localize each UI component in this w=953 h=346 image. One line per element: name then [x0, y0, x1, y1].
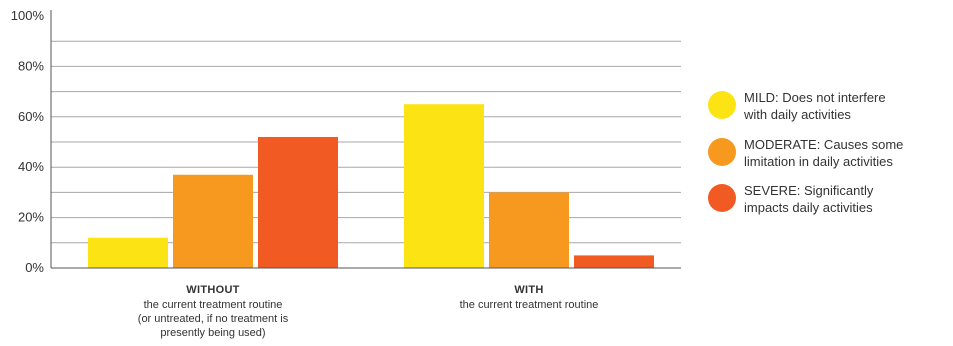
bar — [404, 104, 484, 268]
legend-swatch — [708, 184, 736, 212]
legend-swatch — [708, 91, 736, 119]
gridlines — [51, 40, 681, 244]
y-axis-ticks: 0% 20% 40% 60% 80% 100% — [11, 8, 45, 275]
legend-item: SEVERE: Significantly impacts daily activ… — [708, 182, 953, 216]
legend-item: MILD: Does not interfere with daily activ… — [708, 89, 953, 123]
legend-label: SEVERE: Significantly impacts daily activ… — [744, 183, 874, 215]
y-tick-label: 20% — [18, 210, 44, 225]
y-tick-label: 60% — [18, 109, 44, 124]
legend-swatch — [708, 138, 736, 166]
y-tick-label: 100% — [11, 8, 45, 23]
y-tick-label: 0% — [25, 260, 44, 275]
bar — [258, 136, 338, 268]
legend-label: MODERATE: Causes some limitation in daily… — [744, 137, 904, 169]
y-tick-label: 80% — [18, 58, 44, 73]
bars — [88, 104, 654, 268]
category-subtitle-line: the current treatment routine — [459, 299, 599, 311]
category-subtitle-line: (or untreated, if no treatment is — [137, 313, 289, 325]
legend-item: MODERATE: Causes some limitation in daily… — [708, 136, 953, 170]
category-subtitle-line: presently being used) — [160, 327, 266, 339]
bar — [88, 237, 168, 268]
category-subtitle-line: the current treatment routine — [143, 299, 283, 311]
category-title: WITH — [514, 284, 544, 296]
legend-label: MILD: Does not interfere with daily activ… — [744, 90, 886, 122]
y-tick-label: 40% — [18, 159, 44, 174]
bar — [489, 192, 569, 268]
bar — [574, 255, 654, 268]
category-title: WITHOUT — [186, 284, 240, 296]
bar — [173, 174, 253, 268]
